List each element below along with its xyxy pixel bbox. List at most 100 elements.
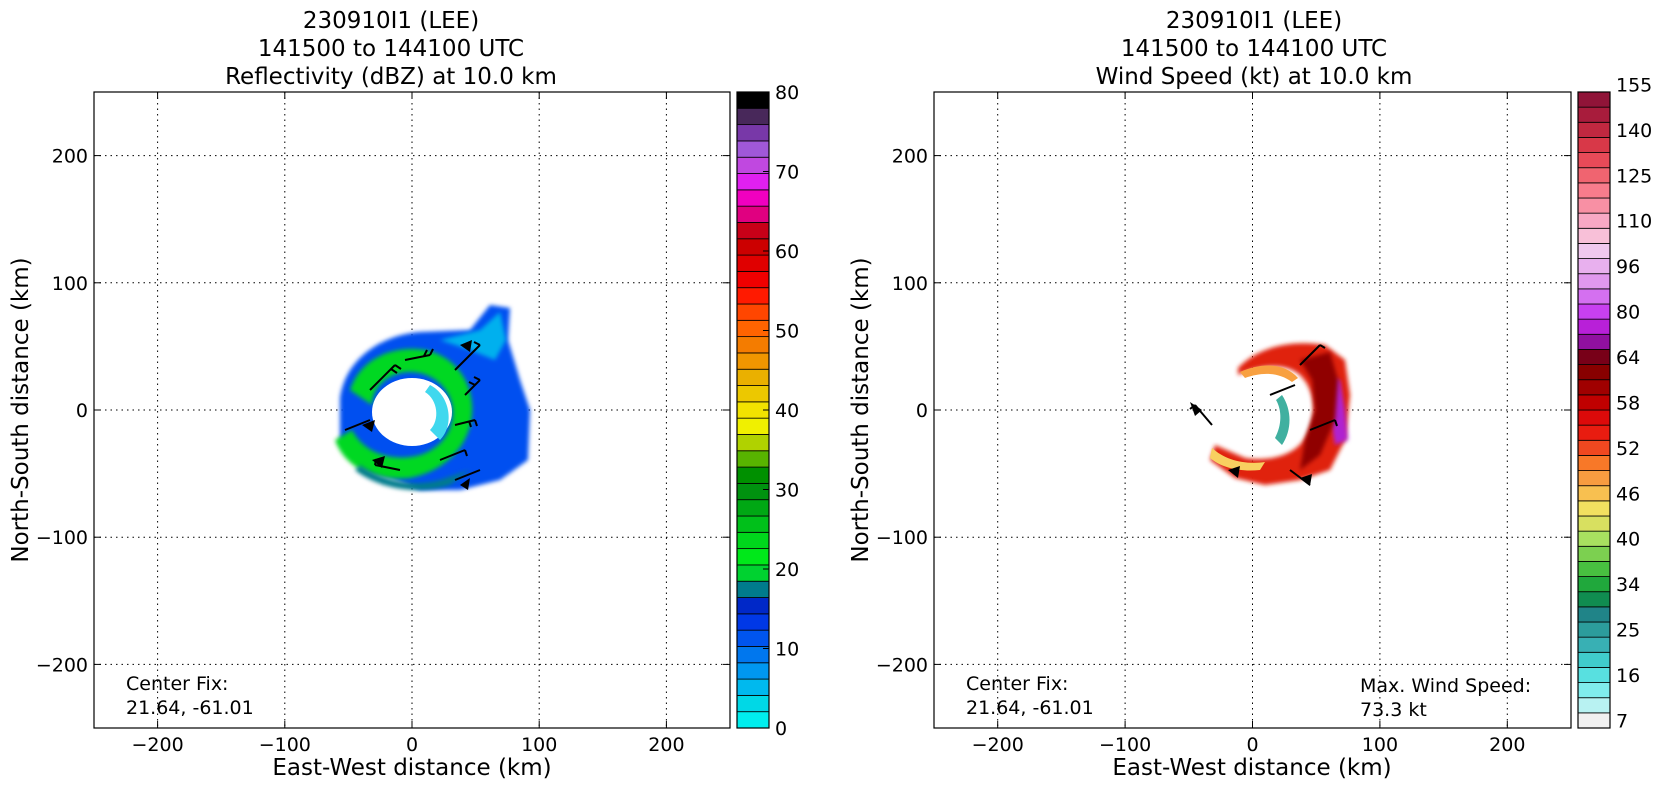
colorbar-segment <box>1577 121 1611 138</box>
colorbar-segment <box>1577 333 1611 350</box>
colorbar-tick-label: 30 <box>775 480 799 502</box>
colorbar-tick-label: 60 <box>775 241 799 263</box>
colorbar-segment <box>736 597 770 615</box>
colorbar-segment <box>1577 651 1611 668</box>
colorbar-segment <box>736 140 770 158</box>
reflectivity-green-band <box>335 349 473 479</box>
y-tick-label: 200 <box>892 146 928 168</box>
wind-speed-yellow-west <box>1210 448 1265 471</box>
colorbar-tick-label: 40 <box>775 400 799 422</box>
colorbar-segment <box>1577 682 1611 699</box>
wind-speed-teal-patch <box>1275 395 1290 445</box>
x-tick-label: 200 <box>1489 734 1525 756</box>
colorbar-tick-label: 0 <box>775 718 787 740</box>
colorbar-segment <box>1577 379 1611 396</box>
colorbar-tick-label: 46 <box>1616 483 1640 505</box>
colorbar-tick-label: 125 <box>1616 165 1652 187</box>
colorbar-segment <box>736 466 770 484</box>
right-y-ticks: −200 −100 0 100 200 <box>876 146 1571 676</box>
colorbar-segment <box>736 548 770 566</box>
colorbar-segment <box>1577 409 1611 426</box>
colorbar-segment <box>736 368 770 386</box>
right-center-fix-label: Center Fix: <box>966 673 1068 695</box>
colorbar-segment <box>736 385 770 403</box>
right-x-axis-label: East-West distance (km) <box>1112 755 1391 781</box>
colorbar-segment <box>736 319 770 338</box>
right-title-line-1: 230910I1 (LEE) <box>1166 8 1342 34</box>
colorbar-segment <box>1577 697 1611 714</box>
y-tick-label: 100 <box>52 273 88 295</box>
colorbar-segment <box>1577 197 1611 214</box>
x-tick-label: 100 <box>1362 734 1398 756</box>
colorbar-segment <box>1577 636 1611 653</box>
colorbar-segment <box>1577 106 1611 123</box>
x-tick-label: 0 <box>1246 734 1258 756</box>
colorbar-segment <box>1577 137 1611 153</box>
colorbar-segment <box>736 417 770 435</box>
wind-speed-panel: 230910I1 (LEE) 141500 to 144100 UTC Wind… <box>848 8 1652 781</box>
colorbar-segment <box>1577 349 1611 365</box>
x-tick-label: −100 <box>259 734 311 756</box>
colorbar-segment <box>736 287 770 305</box>
colorbar-segment <box>736 336 770 354</box>
y-tick-label: −100 <box>36 527 88 549</box>
colorbar-segment <box>736 531 770 550</box>
reflectivity-inner-cyan <box>425 385 449 440</box>
colorbar-frame <box>1577 91 1611 729</box>
colorbar-segment <box>1577 394 1611 411</box>
colorbar-segment <box>736 434 770 452</box>
colorbar-segment <box>1577 500 1611 517</box>
right-grid <box>934 92 1571 728</box>
wind-speed-colorbar: 7 16 25 34 40 46 52 58 64 80 96 110 125 140 155 <box>1577 74 1652 732</box>
x-tick-label: −200 <box>972 734 1024 756</box>
colorbar-tick-label: 50 <box>775 321 799 343</box>
colorbar-segment <box>1577 591 1611 608</box>
colorbar-segment <box>736 629 770 647</box>
colorbar-segment <box>736 515 770 533</box>
colorbar-tick-label: 40 <box>1616 529 1640 551</box>
colorbar-segment <box>736 205 770 223</box>
max-wind-label: Max. Wind Speed: <box>1360 675 1531 697</box>
colorbar-tick-label: 80 <box>775 82 799 104</box>
left-title-line-3: Reflectivity (dBZ) at 10.0 km <box>225 64 557 90</box>
left-wind-flags <box>362 340 472 490</box>
left-title-line-2: 141500 to 144100 UTC <box>258 36 524 62</box>
colorbar-segment <box>736 238 770 256</box>
reflectivity-colorbar: 0 10 20 30 40 50 60 70 80 <box>736 82 799 740</box>
colorbar-tick-label: 16 <box>1616 665 1640 687</box>
colorbar-tick-label: 10 <box>775 639 799 661</box>
colorbar-segment <box>736 124 770 142</box>
left-x-ticks: −200 −100 0 100 200 <box>132 92 685 756</box>
colorbar-segment <box>1577 530 1611 547</box>
reflectivity-echo <box>335 305 530 490</box>
colorbar-segment <box>736 662 770 680</box>
y-tick-label: 100 <box>892 273 928 295</box>
colorbar-tick-label: 52 <box>1616 438 1640 460</box>
colorbar-segment <box>1577 576 1611 593</box>
colorbar-segment <box>1577 182 1611 199</box>
colorbar-segment <box>736 91 770 109</box>
colorbar-segment <box>736 482 770 501</box>
colorbar-segment <box>1577 91 1611 108</box>
x-tick-label: 100 <box>521 734 557 756</box>
left-wind-barbs <box>344 341 481 481</box>
colorbar-segment <box>736 450 770 468</box>
colorbar-segment <box>1577 243 1611 259</box>
colorbar-segment <box>1577 364 1611 381</box>
wind-speed-echo <box>1189 343 1350 486</box>
colorbar-segment <box>1577 152 1611 169</box>
colorbar-segment <box>1577 212 1611 229</box>
colorbar-segment <box>736 499 770 517</box>
colorbar-segment <box>1577 470 1611 487</box>
colorbar-tick-label: 70 <box>775 162 799 184</box>
colorbar-segment <box>736 694 770 713</box>
colorbar-tick-label: 7 <box>1616 710 1628 732</box>
colorbar-segment <box>1577 167 1611 184</box>
colorbar-segment <box>1577 515 1611 532</box>
colorbar-segment <box>736 173 770 191</box>
x-tick-label: 0 <box>406 734 418 756</box>
colorbar-segment <box>1577 303 1611 320</box>
colorbar-segment <box>736 303 770 321</box>
colorbar-segment <box>1577 545 1611 562</box>
